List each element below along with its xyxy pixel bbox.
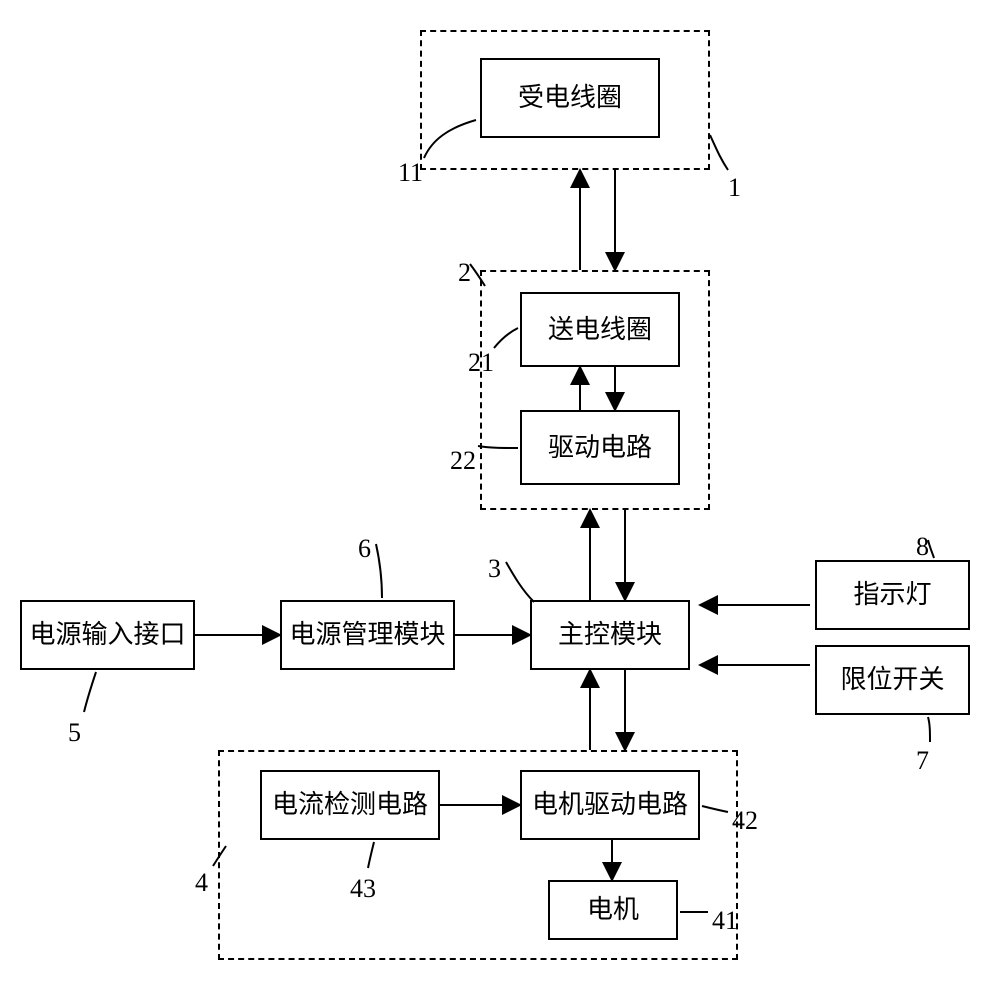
- ref-number: 4: [195, 870, 208, 896]
- block-diagram: 受电线圈 送电线圈 驱动电路 主控模块 电源管理模块 电源输入接口 指示灯 限位…: [0, 0, 1000, 988]
- ref-number: 1: [728, 175, 741, 201]
- box-label: 受电线圈: [518, 85, 622, 111]
- box-receiving-coil: 受电线圈: [480, 58, 660, 138]
- ref-number: 11: [398, 160, 423, 186]
- box-label: 送电线圈: [548, 317, 652, 343]
- box-label: 电机: [587, 897, 639, 923]
- ref-number: 5: [68, 720, 81, 746]
- ref-number: 2: [458, 260, 471, 286]
- box-label: 指示灯: [853, 582, 931, 608]
- ref-number: 7: [916, 748, 929, 774]
- box-drive-circuit: 驱动电路: [520, 410, 680, 485]
- box-label: 电机驱动电路: [532, 792, 688, 818]
- box-main-control: 主控模块: [530, 600, 690, 670]
- ref-number: 42: [732, 808, 758, 834]
- box-limit-switch: 限位开关: [815, 645, 970, 715]
- ref-number: 22: [450, 448, 476, 474]
- box-motor-drive: 电机驱动电路: [520, 770, 700, 840]
- ref-number: 21: [468, 350, 494, 376]
- ref-number: 8: [916, 534, 929, 560]
- box-current-detect: 电流检测电路: [260, 770, 440, 840]
- box-power-input: 电源输入接口: [20, 600, 195, 670]
- ref-number: 6: [358, 536, 371, 562]
- ref-number: 43: [350, 876, 376, 902]
- box-label: 限位开关: [840, 667, 944, 693]
- box-indicator: 指示灯: [815, 560, 970, 630]
- box-label: 电源管理模块: [289, 622, 445, 648]
- box-label: 电流检测电路: [272, 792, 428, 818]
- ref-number: 3: [488, 556, 501, 582]
- box-transmit-coil: 送电线圈: [520, 292, 680, 367]
- box-label: 主控模块: [558, 622, 662, 648]
- box-motor: 电机: [548, 880, 678, 940]
- ref-number: 41: [712, 908, 738, 934]
- box-power-mgmt: 电源管理模块: [280, 600, 455, 670]
- box-label: 驱动电路: [548, 435, 652, 461]
- box-label: 电源输入接口: [29, 622, 185, 648]
